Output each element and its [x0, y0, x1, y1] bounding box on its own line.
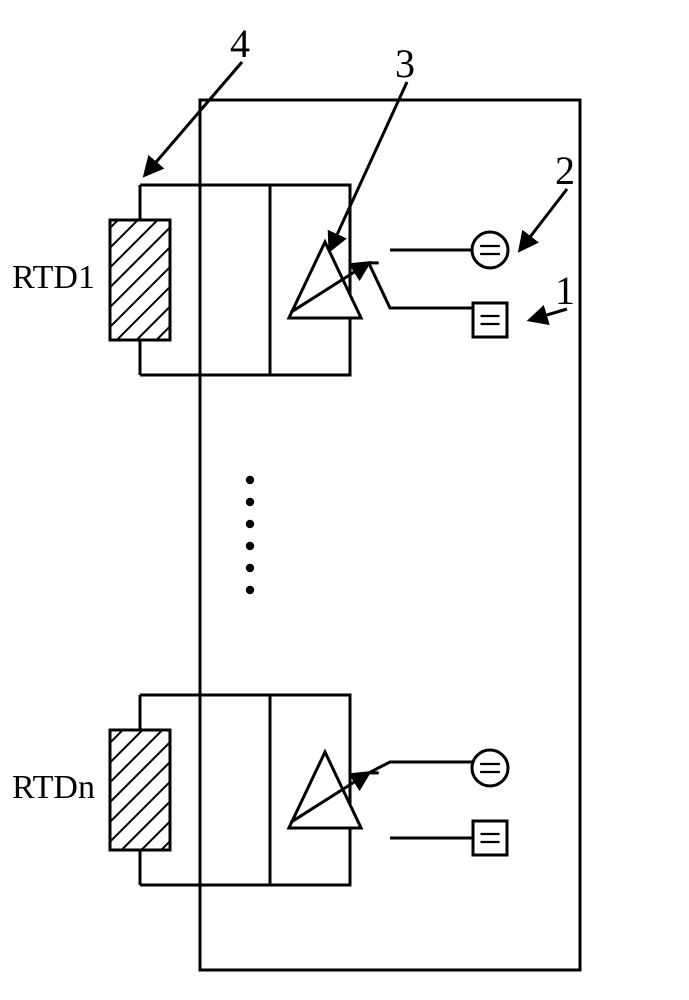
current-source-icon	[472, 232, 508, 268]
current-source-icon	[472, 750, 508, 786]
callout-line	[520, 189, 567, 250]
callout-label: 3	[395, 41, 415, 86]
ellipsis-dot	[246, 498, 254, 506]
callout-line	[145, 62, 242, 175]
callout-label: 1	[555, 268, 575, 313]
rtd-label: RTD1	[12, 259, 95, 296]
callout-line	[330, 82, 407, 250]
measurement-block-icon	[473, 303, 507, 337]
ellipsis-dot	[246, 586, 254, 594]
ellipsis-dot	[246, 476, 254, 484]
rtd-box	[110, 730, 170, 850]
ellipsis-dot	[246, 542, 254, 550]
rtd-label: RTDn	[12, 769, 95, 806]
measurement-block-icon	[473, 821, 507, 855]
ellipsis-dot	[246, 564, 254, 572]
callout-label: 2	[555, 148, 575, 193]
ellipsis-dot	[246, 520, 254, 528]
callout-label: 4	[230, 21, 250, 66]
rtd-box	[110, 220, 170, 340]
